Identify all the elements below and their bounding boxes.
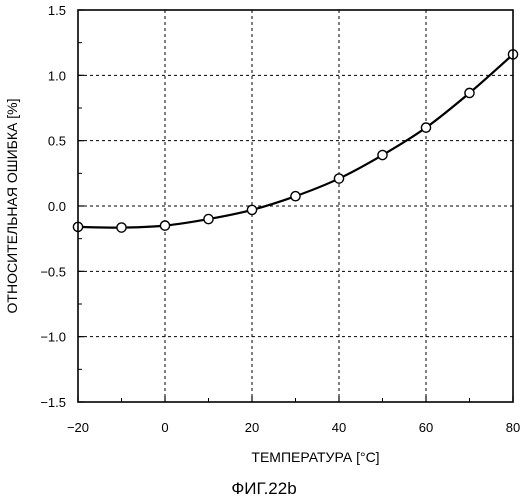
y-axis-label: ОТНОСИТЕЛЬНАЯ ОШИБКА [%] <box>4 99 20 314</box>
grid-lines <box>78 10 513 402</box>
x-tick-label: 60 <box>419 420 433 435</box>
x-tick-label: 0 <box>161 420 168 435</box>
x-tick-label: 80 <box>506 420 520 435</box>
figure-caption: ФИГ.22b <box>231 479 296 498</box>
data-point <box>421 123 430 132</box>
data-point <box>204 214 213 223</box>
y-tick-label: 1.5 <box>48 3 66 18</box>
data-point <box>291 192 300 201</box>
data-point <box>334 174 343 183</box>
tick-layer: −20 0 20 40 60 80 −1.5 −1.0 −0.5 0.0 0.5 1.0 1.5 <box>40 3 520 435</box>
data-point <box>160 221 169 230</box>
x-tick-label: 40 <box>332 420 346 435</box>
y-tick-label: −1.5 <box>40 395 66 410</box>
data-point <box>117 223 126 232</box>
y-tick-label: 0.0 <box>48 199 66 214</box>
x-axis-label: ТЕМПЕРАТУРА [°C] <box>251 449 379 465</box>
y-tick-label: 1.0 <box>48 68 66 83</box>
data-point <box>378 150 387 159</box>
y-tick-label: −1.0 <box>40 330 66 345</box>
x-tick-label: −20 <box>67 420 89 435</box>
y-tick-label: 0.5 <box>48 134 66 149</box>
x-tick-label: 20 <box>245 420 259 435</box>
data-point <box>247 205 256 214</box>
y-tick-label: −0.5 <box>40 264 66 279</box>
data-point <box>465 88 474 97</box>
